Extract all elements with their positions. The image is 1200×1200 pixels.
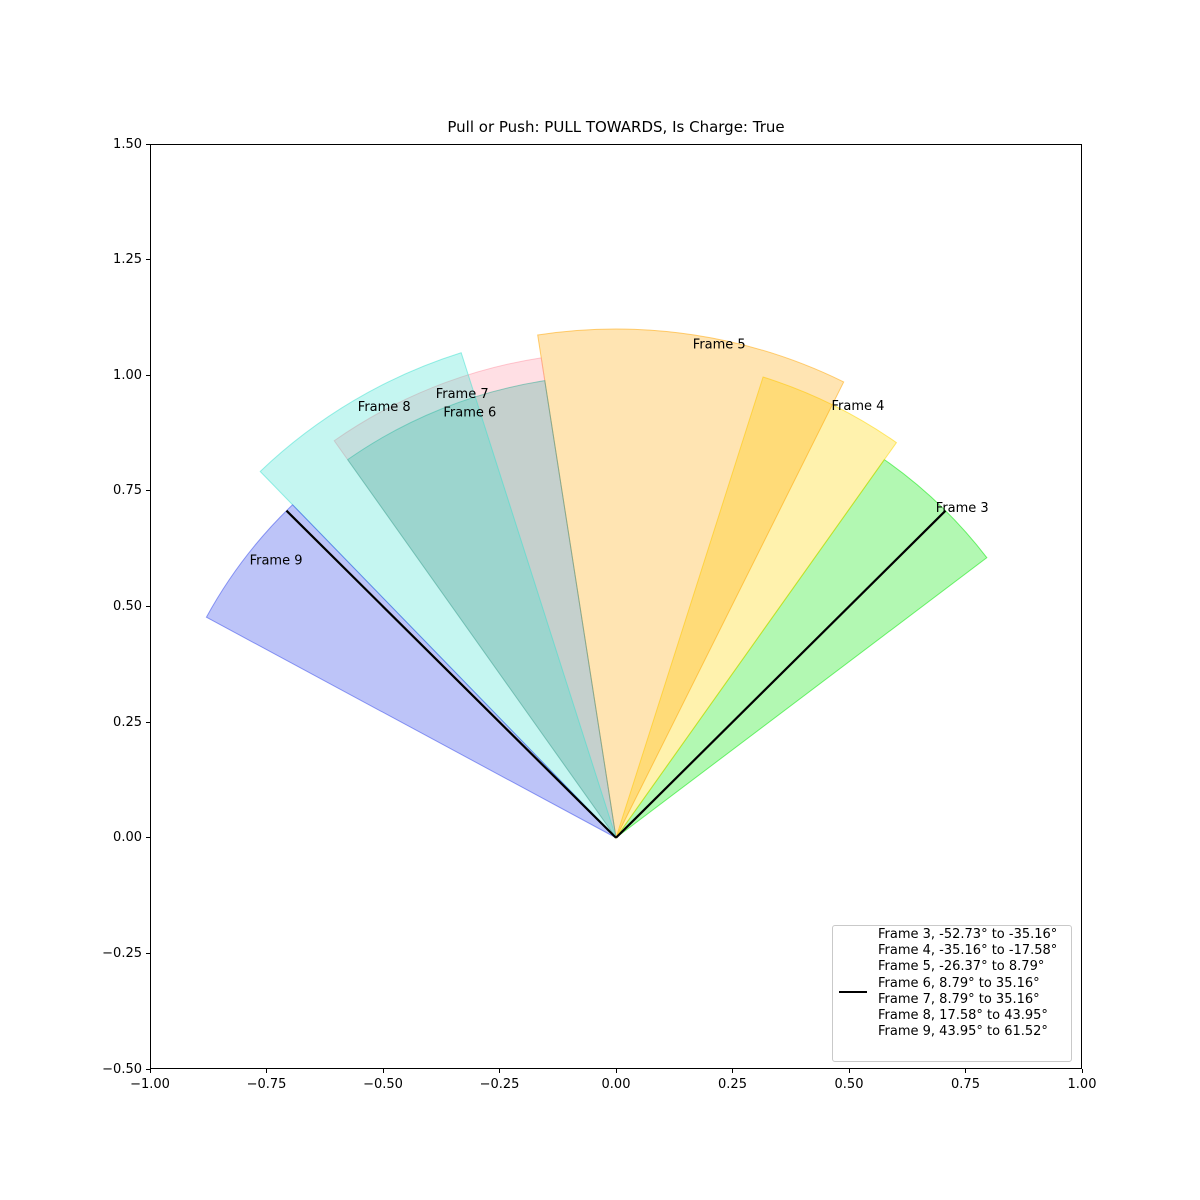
direction-line-right [615, 509, 947, 839]
x-tick-label: −0.25 [479, 1077, 520, 1092]
x-tick-mark [149, 1069, 151, 1073]
wedge-label-frame-8: Frame 8 [358, 400, 411, 415]
legend-entry: Frame 8, 17.58° to 43.95° [878, 1008, 1048, 1024]
x-tick-label: −0.75 [246, 1077, 287, 1092]
y-tick-mark [146, 721, 150, 723]
y-tick-mark [146, 837, 150, 839]
wedge-label-frame-9: Frame 9 [250, 554, 303, 569]
x-tick-mark [499, 1069, 500, 1073]
x-tick-label: 1.00 [1067, 1077, 1097, 1092]
legend-entry: Frame 3, -52.73° to -35.16° [878, 927, 1058, 942]
x-tick-label: 0.25 [718, 1077, 747, 1092]
x-tick-label: 0.00 [601, 1077, 631, 1092]
y-tick-label: 0.25 [113, 714, 142, 730]
y-tick-label: 1.25 [113, 252, 142, 268]
y-tick-mark [146, 374, 150, 376]
y-tick-label: 1.00 [113, 367, 142, 383]
plot-title: Pull or Push: PULL TOWARDS, Is Charge: T… [447, 118, 785, 136]
legend-entry: Frame 9, 43.95° to 61.52° [878, 1024, 1048, 1040]
x-tick-mark [965, 1069, 966, 1073]
x-tick-label: 0.50 [834, 1077, 864, 1092]
y-tick-mark [146, 606, 150, 607]
wedge-label-frame-5: Frame 5 [693, 338, 746, 353]
y-tick-label: 0.00 [113, 830, 142, 846]
wedge-frame-5 [537, 328, 845, 840]
y-tick-label: 1.50 [113, 136, 142, 152]
wedge-frame-9 [205, 504, 617, 839]
y-tick-mark [146, 259, 150, 261]
legend-entry: Frame 4, -35.16° to -17.58° [878, 943, 1058, 959]
x-tick-label: −1.00 [130, 1077, 170, 1092]
direction-line-left [285, 509, 617, 839]
x-tick-mark [732, 1069, 733, 1073]
wedge-label-frame-6: Frame 6 [443, 406, 496, 421]
wedge-label-frame-4: Frame 4 [832, 399, 885, 414]
x-tick-mark [848, 1069, 850, 1073]
y-tick-label: 0.50 [113, 599, 142, 614]
y-tick-mark [146, 490, 150, 492]
wedge-frame-7 [333, 357, 617, 839]
x-tick-mark [1081, 1069, 1083, 1073]
y-tick-label: −0.25 [102, 945, 142, 961]
y-tick-mark [146, 1068, 150, 1070]
legend-entry: Frame 6, 8.79° to 35.16° [878, 975, 1040, 991]
legend: Frame 3, -52.73° to -35.16° Frame 4, -35.… [832, 925, 1072, 1062]
x-tick-label: −0.50 [363, 1077, 403, 1092]
y-tick-label: 0.75 [113, 483, 142, 499]
legend-line-handle [839, 990, 867, 993]
x-tick-mark [266, 1069, 267, 1073]
wedge-label-frame-3: Frame 3 [936, 501, 989, 516]
y-tick-label: −0.50 [102, 1061, 142, 1077]
legend-entry: Frame 7, 8.79° to 35.16° [878, 991, 1040, 1007]
x-tick-label: 0.75 [951, 1077, 980, 1092]
x-tick-mark [382, 1069, 384, 1073]
wedge-frame-6 [346, 380, 617, 839]
y-tick-mark [146, 952, 150, 954]
x-tick-mark [615, 1069, 617, 1073]
wedge-label-frame-7: Frame 7 [436, 387, 489, 402]
y-tick-mark [146, 143, 150, 145]
legend-entry: Frame 5, -26.37° to 8.79° [878, 959, 1045, 975]
wedge-fan-plot: Frame 3 Frame 4 Frame 5 Frame 6 Frame 7 Frame… [205, 328, 989, 840]
wedge-frame-8 [259, 352, 617, 839]
axes-frame [150, 144, 1082, 1069]
legend-entries: Frame 3, -52.73° to -35.16° Frame 4, -35.… [878, 927, 1057, 1040]
